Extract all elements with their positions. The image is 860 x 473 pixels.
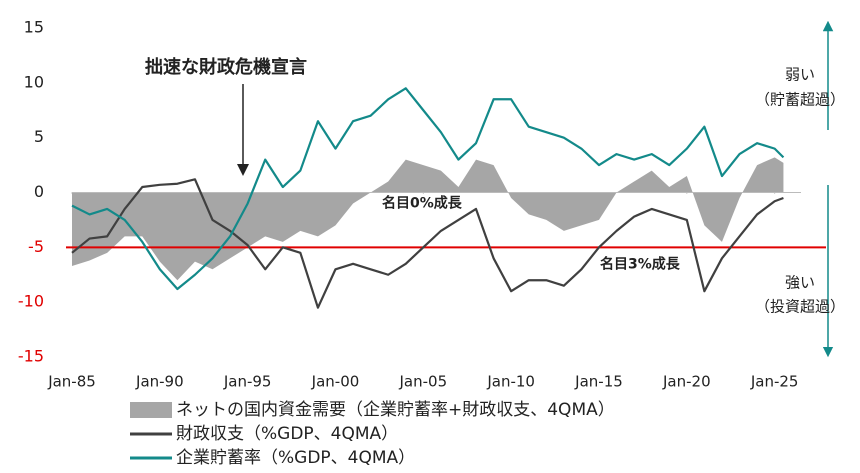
line	[71, 178, 784, 309]
line	[71, 87, 785, 291]
x-tick-label: Jan-90	[135, 373, 184, 391]
legend-label: 企業貯蓄率（%GDP、4QMA）	[176, 448, 415, 468]
x-tick-label: Jan-25	[750, 373, 799, 391]
legend-label: ネットの国内資金需要（企業貯蓄率+財政収支、4QMA）	[176, 400, 615, 420]
annotation: 拙速な財政危機宣言	[145, 56, 307, 78]
x-tick-label: Jan-20	[662, 373, 711, 391]
x-tick-label: Jan-85	[47, 373, 96, 391]
x-tick-label: Jan-95	[223, 373, 272, 391]
y-tick-label: 0	[34, 182, 44, 201]
x-tick-label: Jan-05	[399, 373, 448, 391]
y-tick-label: -10	[18, 292, 44, 311]
x-tick-label: Jan-00	[311, 373, 360, 391]
reference-label: 名目3%成長	[600, 255, 681, 272]
right-label: 弱い	[785, 66, 815, 84]
area	[72, 157, 784, 281]
legend-swatch	[130, 402, 172, 418]
zero-label: 名目0%成長	[382, 195, 463, 212]
x-tick-label: Jan-15	[574, 373, 623, 391]
y-tick-label: 5	[34, 127, 44, 146]
right-label: 強い	[785, 274, 815, 292]
y-tick-label: -15	[18, 347, 44, 366]
y-tick-label: -5	[28, 237, 44, 256]
right-label: （投資超過）	[755, 298, 845, 316]
y-tick-label: 15	[24, 18, 44, 37]
x-tick-label: Jan-10	[486, 373, 535, 391]
legend-label: 財政収支（%GDP、4QMA）	[176, 424, 398, 444]
y-tick-label: 10	[24, 72, 44, 91]
right-label: （貯蓄超過）	[755, 91, 845, 109]
